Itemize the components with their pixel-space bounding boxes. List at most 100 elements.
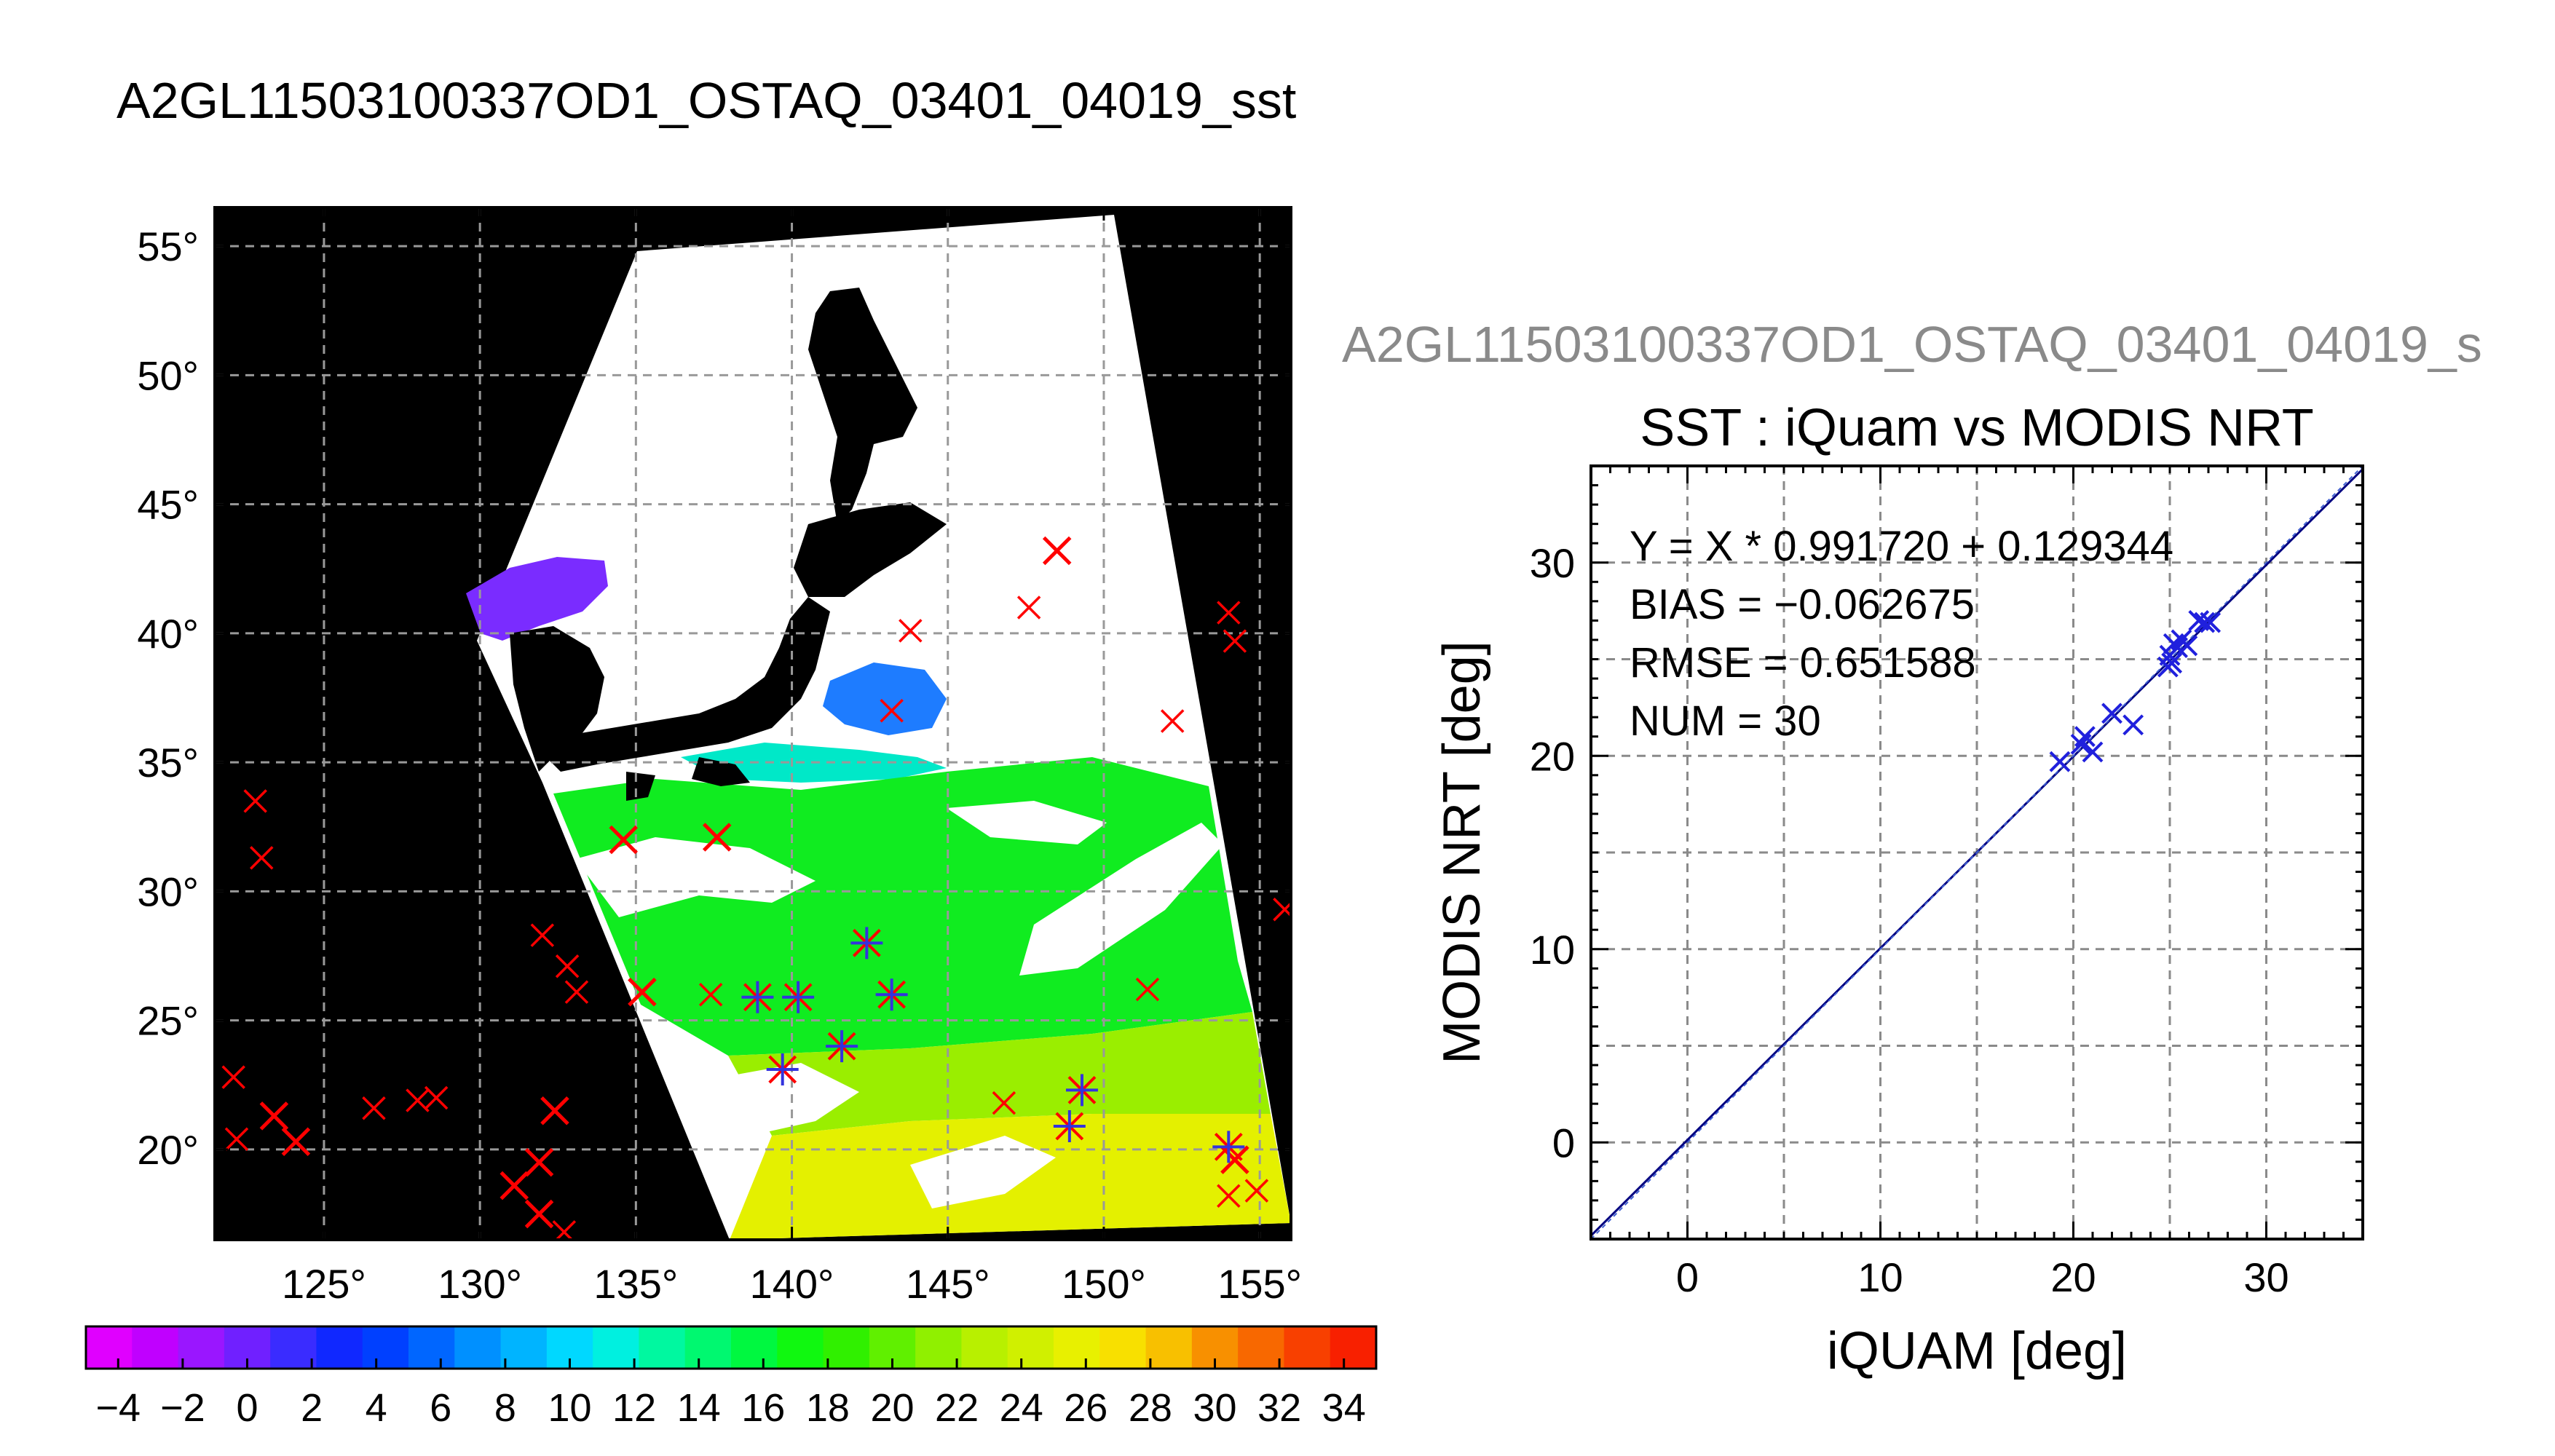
colorbar-tick-label: 0 [236,1386,258,1430]
buoy-marker [250,846,274,870]
scatter-point [2176,635,2198,657]
colorbar-frame [84,1325,1378,1370]
buoy-marker [530,923,555,947]
map-title: A2GL11503100337OD1_OSTAQ_03401_04019_sst [117,72,1296,129]
matched-marker [1053,1110,1086,1143]
stats-rmse: RMSE = 0.651588 [1630,639,1976,687]
buoy-marker [564,980,589,1004]
colorbar-cell [454,1326,502,1369]
map-x-tick-label: 125° [282,1261,366,1307]
map-y-tick-label: 55° [137,223,199,269]
buoy-marker [424,1085,449,1110]
colorbar-tick-label: 30 [1193,1386,1236,1430]
colorbar-cell [1238,1326,1285,1369]
scatter-point [2101,703,2122,724]
colorbar-cell [1007,1326,1054,1369]
colorbar-cell [915,1326,963,1369]
buoy-marker [259,1101,289,1131]
map-ticks: 125° 130° 135° 140° 145° 150° 155° 20° 25° 30° 35°… [137,207,1302,1307]
scatter-x-tick-label: 0 [1676,1254,1699,1300]
colorbar-tick-label: 14 [677,1386,721,1430]
matched-marker [782,981,815,1013]
buoy-marker [1042,536,1072,566]
map-grid [215,207,1291,1240]
colorbar-cell [823,1326,870,1369]
matched-marker [766,1053,799,1086]
map-x-tick-label: 140° [750,1261,834,1307]
buoy-marker [609,825,638,855]
buoy-marker [1217,1184,1241,1208]
colorbar-tick-label: −4 [96,1386,141,1430]
stats-num: NUM = 30 [1630,697,1821,745]
colorbar-cell [362,1326,409,1369]
buoy-marker [1244,1179,1269,1203]
land-honshu [539,597,830,772]
colorbar-cell [777,1326,824,1369]
scatter-point [2122,714,2144,736]
scatter-points [2049,609,2222,772]
scatter-point [2161,652,2183,674]
identity-line [1590,465,2364,1240]
colorbar-cell [86,1326,133,1369]
scatter-stats: Y = X * 0.991720 + 0.129344 BIAS = −0.06… [1630,523,2173,745]
buoy-marker [524,1199,554,1229]
scatter-x-tick-label: 30 [2243,1254,2289,1300]
buoy-marker [1135,977,1160,1002]
matched-marker [1212,1131,1245,1163]
map-panel: 125° 130° 135° 140° 145° 150° 155° 20° 25° 30° 35°… [137,206,1302,1307]
cloud-patch [910,1136,1056,1208]
matched-marker [1065,1074,1098,1107]
colorbar-cell [731,1326,778,1369]
map-y-tick-label: 50° [137,352,199,398]
scatter-y-tick-label: 10 [1530,927,1575,973]
buoy-marker [880,699,904,723]
land-hokkaido [794,502,947,597]
colorbar-cell [1145,1326,1193,1369]
buoy-marker [628,977,657,1007]
colorbar-tick-label: 20 [870,1386,914,1430]
colorbar-cells [86,1326,1377,1369]
colorbar-cell [132,1326,179,1369]
map-y-tick-label: 45° [137,482,199,528]
scatter-ticks: 0 10 20 30 0 10 20 30 [1530,464,2364,1300]
matched-marker [850,927,883,960]
colorbar-cell [961,1326,1008,1369]
colorbar-tick-label: 12 [612,1386,656,1430]
scatter-grid [1591,466,2363,1239]
scatter-xlabel: iQUAM [deg] [1827,1322,2127,1380]
cloud-patch [1019,823,1223,976]
colorbar-cell [270,1326,317,1369]
colorbar-tick-label: 26 [1064,1386,1107,1430]
map-markers [221,536,1291,1240]
scatter-point [2049,751,2071,772]
sst-region-purple [466,557,608,641]
scatter-title: SST : iQuam vs MODIS NRT [1640,399,2314,457]
buoy-marker [1273,898,1291,922]
map-x-tick-label: 135° [593,1261,678,1307]
colorbar-tick-label: 4 [366,1386,387,1430]
land-korea [510,626,604,772]
scatter-panel: 0 10 20 30 0 10 20 30 Y = X * 0.991720 + 0.1293… [1433,464,2364,1380]
map-y-tick-label: 20° [137,1127,199,1173]
colorbar-tick-label: 32 [1257,1386,1301,1430]
buoy-marker [362,1096,386,1120]
scatter-y-tick-label: 20 [1530,733,1575,779]
buoy-marker [899,619,923,643]
map-x-tick-label: 155° [1217,1261,1302,1307]
map-x-tick-label: 130° [438,1261,522,1307]
buoy-marker [281,1127,311,1157]
stats-fit-equation: Y = X * 0.991720 + 0.129344 [1630,523,2173,570]
buoy-marker [224,1127,249,1151]
matched-marker [741,981,774,1013]
colorbar-cell [1330,1326,1377,1369]
colorbar-cell [178,1326,225,1369]
scatter-point [2082,741,2104,763]
scatter-header: A2GL11503100337OD1_OSTAQ_03401_04019_s [1342,316,2482,373]
colorbar-cell [1099,1326,1147,1369]
colorbar-tick-label: 22 [935,1386,979,1430]
colorbar-tick-label: 16 [741,1386,785,1430]
map-x-tick-label: 145° [906,1261,990,1307]
colorbar-cell [1284,1326,1331,1369]
cloud-patch [721,1063,859,1136]
